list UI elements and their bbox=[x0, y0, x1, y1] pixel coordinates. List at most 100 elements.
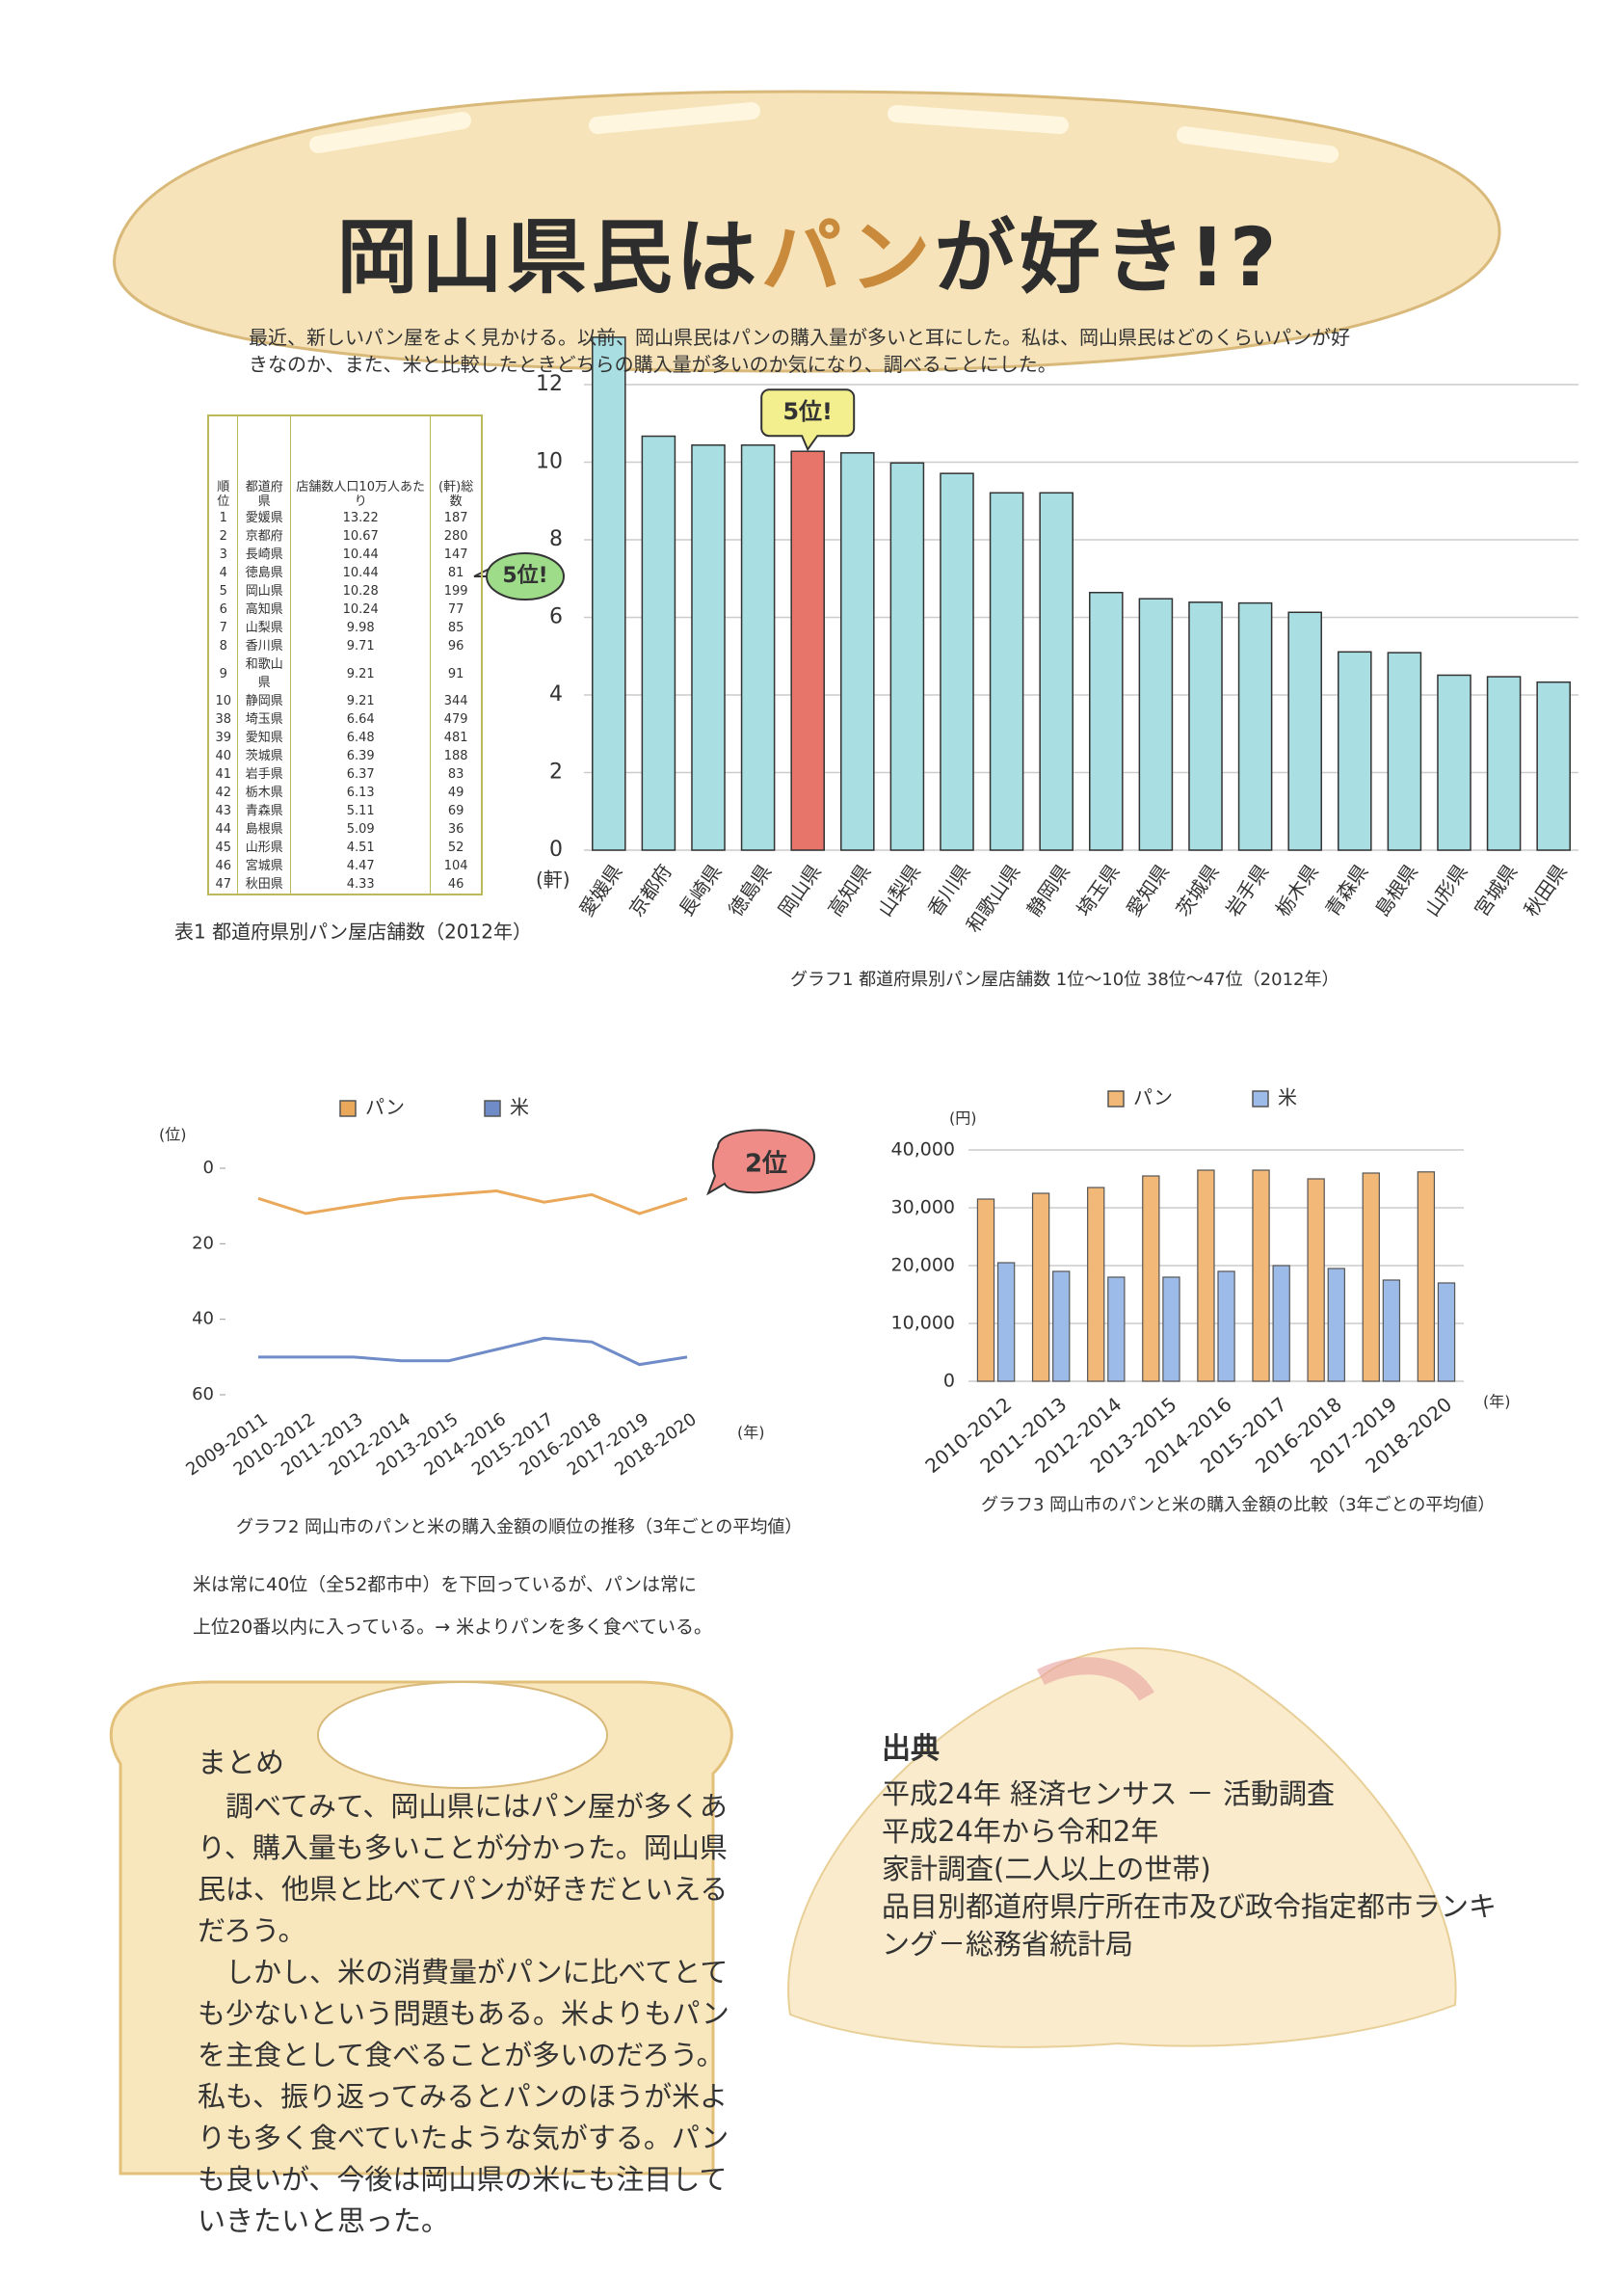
table-cell: 岡山県 bbox=[237, 582, 292, 601]
table-cell: 42 bbox=[207, 784, 239, 802]
y-tick-label: 40,000 bbox=[891, 1139, 955, 1161]
table-cell: 6.39 bbox=[290, 747, 432, 765]
table-cell: 愛知県 bbox=[237, 729, 292, 747]
table-cell: 茨城県 bbox=[237, 747, 292, 765]
title-part: が好き!? bbox=[934, 210, 1281, 305]
bar bbox=[996, 1262, 1016, 1382]
table-cell: 山梨県 bbox=[237, 619, 292, 637]
summary-heading: まとめ bbox=[198, 1747, 284, 1780]
table-row: 39 愛知県 6.48 481 bbox=[207, 729, 483, 747]
table-cell: 6.64 bbox=[290, 710, 432, 729]
y-tick-label: 2 bbox=[549, 761, 563, 785]
table-cell: 9 bbox=[207, 655, 239, 692]
x-tick-label: 青森県 bbox=[1320, 860, 1372, 921]
y-axis-label: (位) bbox=[159, 1126, 187, 1144]
x-tick-label: 徳島県 bbox=[724, 860, 776, 921]
bar bbox=[1287, 611, 1322, 851]
x-tick-label: 栃木県 bbox=[1271, 860, 1323, 921]
table-row: 7 山梨県 9.98 85 bbox=[207, 619, 483, 637]
table-row: 3 長崎県 10.44 147 bbox=[207, 546, 483, 564]
bar bbox=[1307, 1178, 1325, 1382]
table-cell: 愛媛県 bbox=[237, 509, 292, 527]
y-tick-label: 20 bbox=[192, 1233, 214, 1253]
table-row: 9 和歌山県 9.21 91 bbox=[207, 655, 483, 692]
table-cell: 10.28 bbox=[290, 582, 432, 601]
bar bbox=[1417, 1171, 1436, 1382]
table-cell: 9.21 bbox=[290, 692, 432, 710]
sources: 出典平成24年 経済センサス － 活動調査 平成24年から令和2年家計調査(二人以… bbox=[882, 1730, 1498, 1963]
table-header: 都道府県 bbox=[237, 415, 292, 509]
bar bbox=[1387, 652, 1422, 851]
bar bbox=[1142, 1175, 1160, 1382]
bar bbox=[691, 444, 726, 851]
x-tick-label: 長崎県 bbox=[675, 860, 727, 921]
chart-caption: グラフ3 岡山市のパンと米の購入金額の比較（3年ごとの平均値） bbox=[981, 1495, 1495, 1515]
bar bbox=[1039, 492, 1074, 851]
table-cell: 38 bbox=[207, 710, 239, 729]
table-row: 40 茨城県 6.39 188 bbox=[207, 747, 483, 765]
source-line: 平成24年 経済センサス － 活動調査 bbox=[882, 1777, 1335, 1810]
bar bbox=[740, 444, 776, 851]
table-cell: 91 bbox=[430, 655, 483, 692]
summary-paragraph: しかし、米の消費量がパンに比べてとても少ないという問題もある。米よりもパンを主食… bbox=[198, 1956, 729, 2237]
y-tick-label: 30,000 bbox=[891, 1197, 955, 1218]
source-line: 家計調査(二人以上の世帯) bbox=[882, 1853, 1211, 1885]
summary-paragraph: 調べてみて、岡山県にはパン屋が多くあり、購入量も多いことが分かった。岡山県民は、… bbox=[198, 1790, 729, 1947]
table-row: 45 山形県 4.51 52 bbox=[207, 839, 483, 857]
table-cell: 39 bbox=[207, 729, 239, 747]
bar bbox=[1162, 1276, 1180, 1382]
table-cell: 104 bbox=[430, 857, 483, 875]
table-cell: 481 bbox=[430, 729, 483, 747]
bar bbox=[1031, 1192, 1050, 1382]
y-tick-label: 20,000 bbox=[891, 1255, 955, 1276]
bar bbox=[1052, 1270, 1071, 1382]
note-line: 米は常に40位（全52都市中）を下回っているが、パンは常に bbox=[193, 1574, 697, 1595]
bar bbox=[889, 462, 925, 851]
y-tick-label: 4 bbox=[549, 682, 563, 707]
x-tick-label: 京都府 bbox=[624, 860, 676, 921]
title: 岡山県民はパンが好き!? bbox=[0, 193, 1617, 309]
table-cell: 13.22 bbox=[290, 509, 432, 527]
table-cell: 長崎県 bbox=[237, 546, 292, 564]
table-cell: 3 bbox=[207, 546, 239, 564]
table-cell: 青森県 bbox=[237, 802, 292, 820]
bar bbox=[790, 450, 825, 851]
y-tick-label: 0 bbox=[943, 1371, 955, 1392]
croissant-shade bbox=[1036, 1657, 1154, 1702]
table-cell: 4.47 bbox=[290, 857, 432, 875]
x-axis-label: (年) bbox=[1483, 1393, 1511, 1411]
bar bbox=[1197, 1169, 1215, 1382]
sources-heading: 出典 bbox=[882, 1732, 940, 1766]
table-cell: 85 bbox=[430, 619, 483, 637]
x-tick-label: 茨城県 bbox=[1172, 860, 1224, 921]
table-cell: 2 bbox=[207, 527, 239, 546]
x-axis-label: (年) bbox=[737, 1424, 765, 1442]
legend-label: 米 bbox=[510, 1096, 529, 1119]
table-cell: 187 bbox=[430, 509, 483, 527]
bar bbox=[1338, 651, 1372, 851]
legend-swatch bbox=[339, 1100, 357, 1117]
y-tick-label: 0 bbox=[549, 838, 563, 862]
series-line bbox=[257, 1188, 688, 1215]
table-cell: 4.33 bbox=[290, 875, 432, 894]
bar bbox=[1252, 1169, 1270, 1382]
x-tick-label: 岡山県 bbox=[774, 860, 826, 921]
source-line: 平成24年から令和2年 bbox=[882, 1815, 1159, 1848]
bar bbox=[1437, 674, 1471, 851]
table-row: 2 京都府 10.67 280 bbox=[207, 527, 483, 546]
note-line: 上位20番以内に入っている。→ 米よりパンを多く食べている。 bbox=[193, 1616, 712, 1638]
bar bbox=[840, 452, 875, 851]
table-row: 47 秋田県 4.33 46 bbox=[207, 875, 483, 894]
table-cell: 5.11 bbox=[290, 802, 432, 820]
title-part: 岡山県民は bbox=[336, 210, 761, 305]
table-cell: 7 bbox=[207, 619, 239, 637]
table-cell: 81 bbox=[430, 564, 483, 582]
table-cell: 46 bbox=[207, 857, 239, 875]
x-tick-label: 山形県 bbox=[1420, 860, 1472, 921]
table-cell: 和歌山県 bbox=[237, 655, 292, 692]
table-cell: 5.09 bbox=[290, 820, 432, 839]
table-cell: 10.44 bbox=[290, 546, 432, 564]
table-cell: 10 bbox=[207, 692, 239, 710]
bar bbox=[1138, 598, 1174, 851]
